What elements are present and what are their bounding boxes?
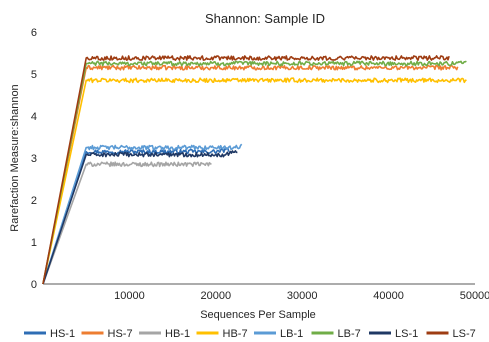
legend-label-hs-1: HS-1 <box>50 328 75 340</box>
y-tick-label: 3 <box>31 153 37 165</box>
legend-label-hs-7: HS-7 <box>108 328 133 340</box>
series-line-hs-7 <box>42 64 459 285</box>
legend-label-ls-1: LS-1 <box>395 328 418 340</box>
series-line-hs-1 <box>42 147 230 285</box>
series-lines <box>42 55 467 285</box>
x-tick-label: 40000 <box>373 290 404 302</box>
x-tick-label: 20000 <box>201 290 232 302</box>
legend-label-ls-7: LS-7 <box>453 328 476 340</box>
series-line-ls-1 <box>42 150 238 285</box>
y-tick-label: 1 <box>31 237 37 249</box>
chart-title: Shannon: Sample ID <box>205 11 325 26</box>
series-line-lb-7 <box>42 60 467 285</box>
x-tick-label: 30000 <box>287 290 318 302</box>
y-axis-ticks: 0 1 2 3 4 5 6 <box>31 27 37 291</box>
legend-label-lb-7: LB-7 <box>338 328 361 340</box>
series-line-hb-1 <box>42 161 212 285</box>
y-tick-label: 0 <box>31 279 37 291</box>
x-axis-ticks: 10000 20000 30000 40000 50000 <box>114 290 489 302</box>
legend-label-lb-1: LB-1 <box>280 328 303 340</box>
legend: HS-1 HS-7 HB-1 HB-7 LB-1 LB-7 LS-1 LS-7 <box>24 328 476 340</box>
series-line-ls-7 <box>42 55 450 285</box>
x-tick-label: 50000 <box>460 290 489 302</box>
series-line-lb-1 <box>42 143 243 285</box>
x-axis-title: Sequences Per Sample <box>200 309 316 321</box>
series-line-hb-7 <box>42 77 467 285</box>
y-tick-label: 5 <box>31 69 37 81</box>
y-tick-label: 4 <box>31 111 37 123</box>
y-tick-label: 2 <box>31 195 37 207</box>
legend-label-hb-1: HB-1 <box>165 328 190 340</box>
x-tick-label: 10000 <box>114 290 145 302</box>
legend-label-hb-7: HB-7 <box>223 328 248 340</box>
y-axis-title: Rarefaction Measure:shannon <box>9 84 21 231</box>
y-tick-label: 6 <box>31 27 37 39</box>
